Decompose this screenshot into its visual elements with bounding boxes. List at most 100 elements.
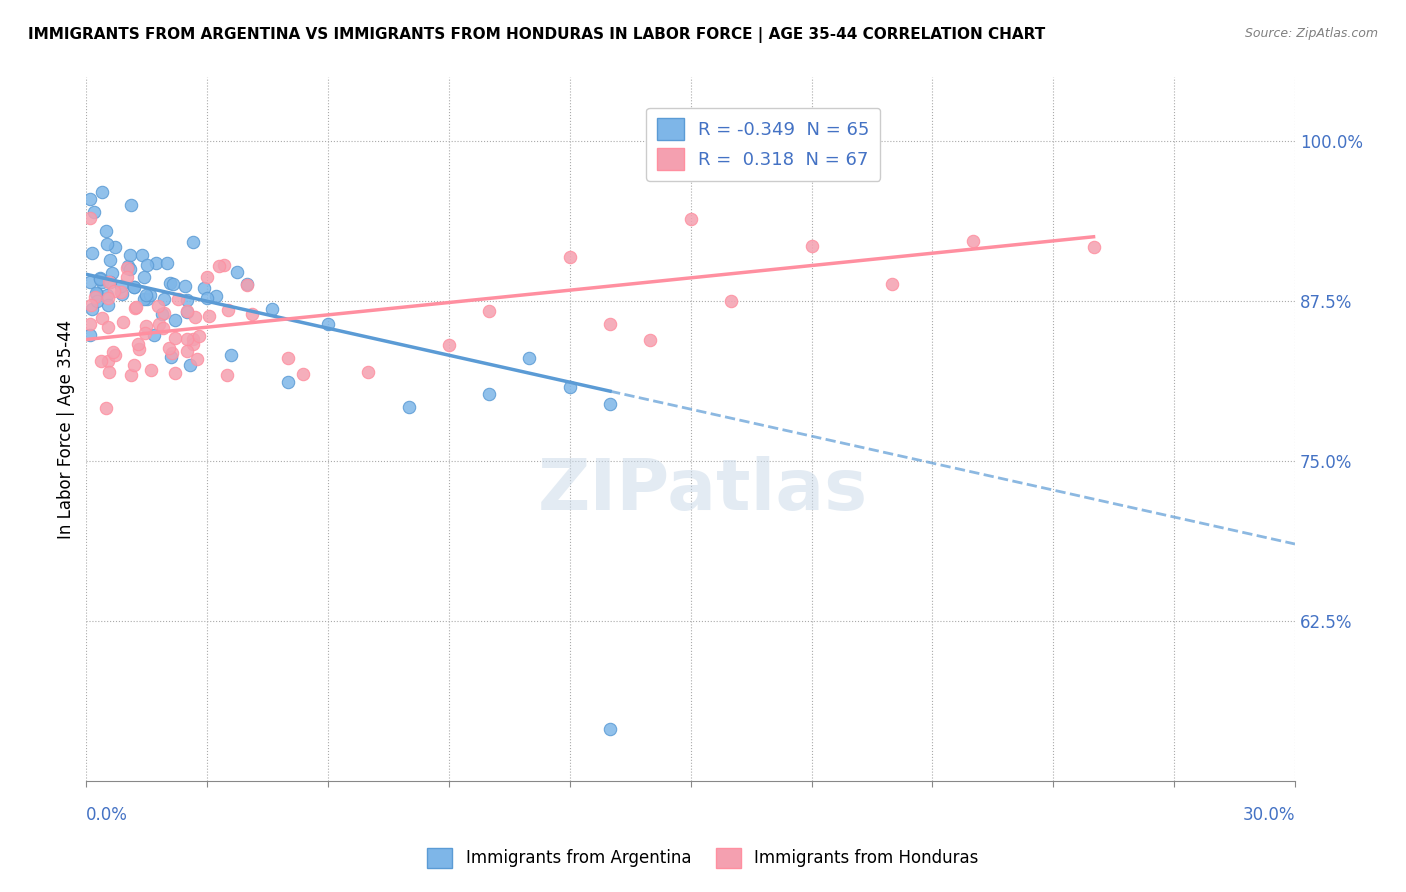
Point (79, 317, 101, 331)
Point (176, 332, 198, 346)
Y-axis label: In Labor Force | Age 35-44: In Labor Force | Age 35-44 (58, 319, 75, 539)
Point (176, 293, 198, 308)
Point (148, 317, 170, 331)
Point (962, 234, 984, 248)
Point (160, 346, 183, 360)
Point (146, 299, 169, 313)
Point (125, 300, 148, 314)
Point (240, 307, 263, 321)
Point (152, 292, 174, 306)
Point (136, 292, 159, 306)
Point (198, 309, 221, 323)
Point (128, 342, 150, 356)
Legend: R = -0.349  N = 65, R =  0.318  N = 67: R = -0.349 N = 65, R = 0.318 N = 67 (645, 108, 880, 180)
Point (118, 262, 141, 277)
Point (139, 288, 162, 302)
Point (398, 400, 420, 414)
Point (599, 723, 621, 737)
Point (145, 256, 167, 270)
Legend: Immigrants from Argentina, Immigrants from Honduras: Immigrants from Argentina, Immigrants fr… (420, 841, 986, 875)
Point (599, 317, 621, 331)
Point (90, 311, 112, 326)
Point (91, 186, 114, 200)
Point (117, 259, 139, 273)
Point (90, 276, 112, 290)
Point (122, 280, 145, 294)
Point (97, 291, 120, 305)
Point (104, 348, 127, 362)
Point (437, 338, 460, 352)
Point (97, 320, 120, 334)
Point (143, 327, 166, 342)
Point (181, 333, 204, 347)
Point (188, 328, 211, 343)
Point (96, 224, 118, 238)
Text: ZIPatlas: ZIPatlas (538, 456, 868, 525)
Point (260, 302, 283, 317)
Point (519, 351, 541, 366)
Point (157, 341, 180, 355)
Point (153, 306, 176, 320)
Point (226, 265, 249, 279)
Point (219, 348, 242, 362)
Point (84, 290, 107, 304)
Point (89, 271, 111, 285)
Text: Source: ZipAtlas.com: Source: ZipAtlas.com (1244, 27, 1378, 40)
Point (96, 288, 118, 302)
Point (97, 298, 120, 312)
Point (120, 368, 142, 382)
Point (122, 359, 145, 373)
Text: IMMIGRANTS FROM ARGENTINA VS IMMIGRANTS FROM HONDURAS IN LABOR FORCE | AGE 35-44: IMMIGRANTS FROM ARGENTINA VS IMMIGRANTS … (28, 27, 1046, 43)
Point (179, 359, 201, 373)
Point (115, 260, 138, 275)
Point (80, 301, 103, 316)
Point (79, 211, 101, 226)
Point (236, 277, 259, 291)
Point (135, 287, 157, 301)
Point (150, 306, 173, 320)
Point (159, 276, 181, 290)
Point (79, 275, 101, 289)
Point (110, 286, 132, 301)
Point (135, 258, 157, 272)
Point (101, 266, 124, 280)
Point (160, 350, 183, 364)
Point (195, 270, 218, 285)
Point (110, 285, 132, 299)
Point (277, 351, 299, 366)
Point (103, 240, 125, 254)
Point (134, 326, 156, 340)
Point (80, 298, 103, 312)
Point (316, 318, 339, 332)
Point (152, 320, 174, 334)
Point (679, 212, 702, 227)
Point (120, 198, 142, 212)
Point (186, 351, 208, 366)
Point (94, 401, 117, 416)
Point (86, 293, 108, 308)
Point (176, 304, 198, 318)
Point (183, 337, 205, 351)
Point (80, 246, 103, 260)
Point (478, 386, 501, 401)
Point (134, 270, 156, 285)
Point (163, 331, 186, 345)
Point (205, 288, 228, 302)
Point (167, 292, 190, 306)
Point (89, 272, 111, 286)
Point (98, 252, 121, 267)
Point (599, 397, 621, 411)
Point (183, 310, 205, 325)
Text: 30.0%: 30.0% (1243, 806, 1295, 824)
Point (98, 365, 121, 379)
Point (122, 280, 145, 294)
Point (96, 236, 118, 251)
Point (292, 367, 315, 381)
Point (277, 375, 299, 389)
Point (132, 292, 155, 306)
Text: 0.0%: 0.0% (86, 806, 128, 824)
Point (800, 239, 823, 253)
Point (720, 293, 742, 308)
Point (111, 315, 134, 329)
Point (195, 292, 218, 306)
